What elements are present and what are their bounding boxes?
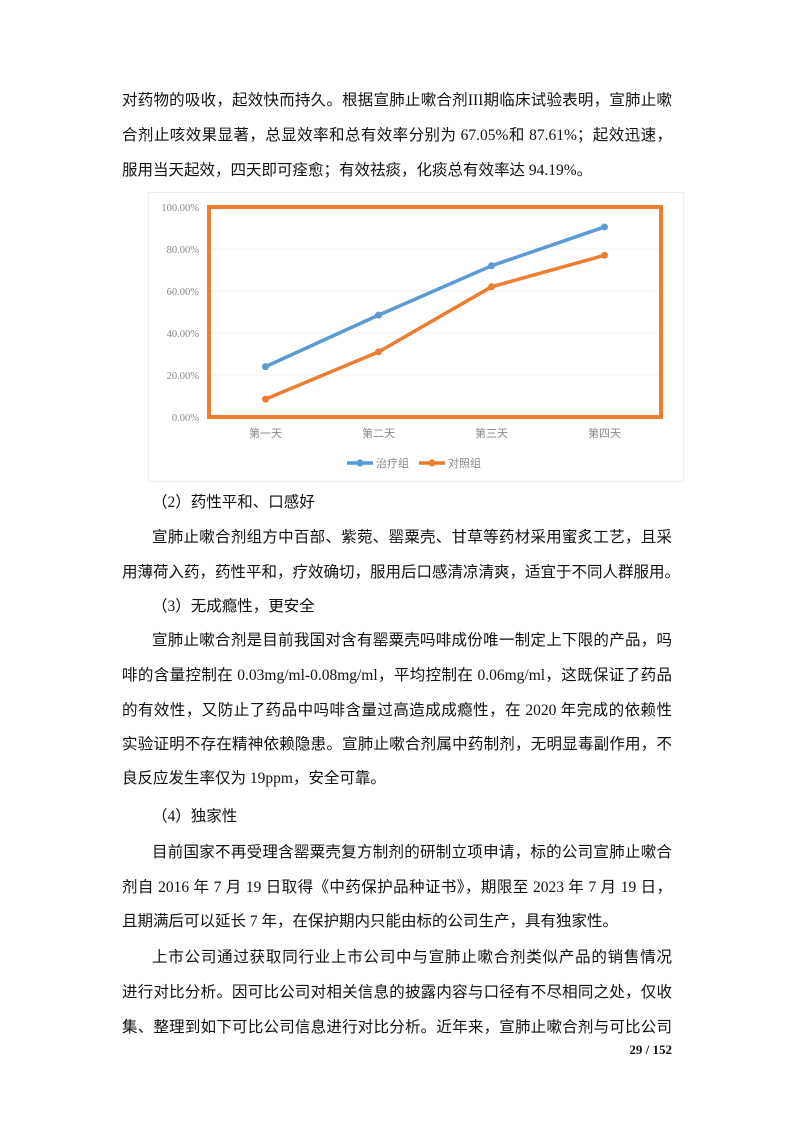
data-point — [375, 348, 382, 356]
text-line: 良反应发生率仅为 19ppm，安全可靠。 — [122, 770, 386, 787]
legend-label: 对照组 — [448, 456, 481, 470]
y-tick-label: 60.00% — [167, 287, 200, 298]
x-tick-label: 第二天 — [362, 426, 395, 440]
text-line: 宣肺止嗽合剂是目前我国对含有罂粟壳吗啡成份唯一制定上下限的产品，吗 — [152, 632, 672, 649]
y-tick-label: 0.00% — [172, 413, 199, 424]
text-line: 宣肺止嗽合剂组方中百部、紫菀、罂粟壳、甘草等药材采用蜜炙工艺，且采 — [152, 529, 672, 546]
text-line: （4）独家性 — [152, 808, 238, 825]
text-line: 啡的含量控制在 0.03mg/ml-0.08mg/ml，平均控制在 0.06mg… — [122, 667, 672, 684]
text-line: 合剂止咳效果显著，总显效率和总有效率分别为 67.05%和 87.61%；起效迅… — [122, 127, 672, 144]
data-point — [488, 283, 495, 291]
text-line: 集、整理到如下可比公司信息进行对比分析。近年来，宣肺止嗽合剂与可比公司 — [122, 1019, 672, 1036]
data-point — [375, 311, 382, 319]
y-tick-label: 100.00% — [161, 203, 199, 214]
legend-label: 治疗组 — [376, 456, 409, 470]
data-point — [601, 223, 608, 231]
x-tick-label: 第四天 — [588, 426, 621, 440]
text-line: 上市公司通过获取同行业上市公司中与宣肺止嗽合剂类似产品的销售情况 — [152, 949, 672, 966]
text-line: 的有效性，又防止了药品中吗啡含量过高造成成瘾性，在 2020 年完成的依赖性 — [122, 702, 672, 719]
text-line: 进行对比分析。因可比公司对相关信息的披露内容与口径有不尽相同之处，仅收 — [122, 984, 672, 1001]
legend-marker — [428, 459, 436, 467]
data-point — [262, 395, 269, 403]
y-tick-label: 80.00% — [167, 245, 200, 256]
data-point — [262, 363, 269, 371]
text-line: 剂自 2016 年 7 月 19 日取得《中药保护品种证书》，期限至 2023 … — [122, 879, 672, 896]
y-tick-label: 40.00% — [167, 329, 200, 340]
text-line: 用薄荷入药，药性平和，疗效确切，服用后口感清凉清爽，适宜于不同人群服用。 — [122, 564, 681, 581]
series-line-1 — [264, 253, 605, 401]
text-line: 实验证明不存在精神依赖隐患。宣肺止嗽合剂属中药制剂，无明显毒副作用，不 — [122, 736, 672, 753]
chart-svg: 0.00% 20.00% 40.00% 60.00% 80.00% 100.00% 第一天 第… — [161, 203, 663, 470]
x-tick-label: 第一天 — [249, 426, 282, 440]
line-chart: 0.00% 20.00% 40.00% 60.00% 80.00% 100.00% 第一天 第… — [148, 192, 684, 482]
text-line: 目前国家不再受理含罂粟壳复方制剂的研制立项申请，标的公司宣肺止嗽合 — [152, 844, 672, 861]
y-tick-label: 20.00% — [167, 371, 200, 382]
series-line-0 — [264, 225, 606, 369]
page-number: 29 / 152 — [629, 1042, 672, 1057]
text-line: （2）药性平和、口感好 — [152, 494, 315, 511]
highlight-border — [207, 205, 663, 419]
text-line: 对药物的吸收，起效快而持久。根据宣肺止嗽合剂III期临床试验表明，宣肺止嗽 — [122, 92, 672, 109]
text-line: （3）无成瘾性，更安全 — [152, 598, 315, 615]
text-line: 服用当天起效，四天即可痊愈；有效祛痰，化痰总有效率达 94.19%。 — [122, 162, 593, 179]
data-point — [488, 262, 495, 270]
legend-marker — [356, 459, 364, 467]
text-line: 且期满后可以延长 7 年，在保护期内只能由标的公司生产，具有独家性。 — [122, 913, 619, 930]
x-tick-label: 第三天 — [475, 426, 508, 440]
data-point — [601, 251, 608, 259]
